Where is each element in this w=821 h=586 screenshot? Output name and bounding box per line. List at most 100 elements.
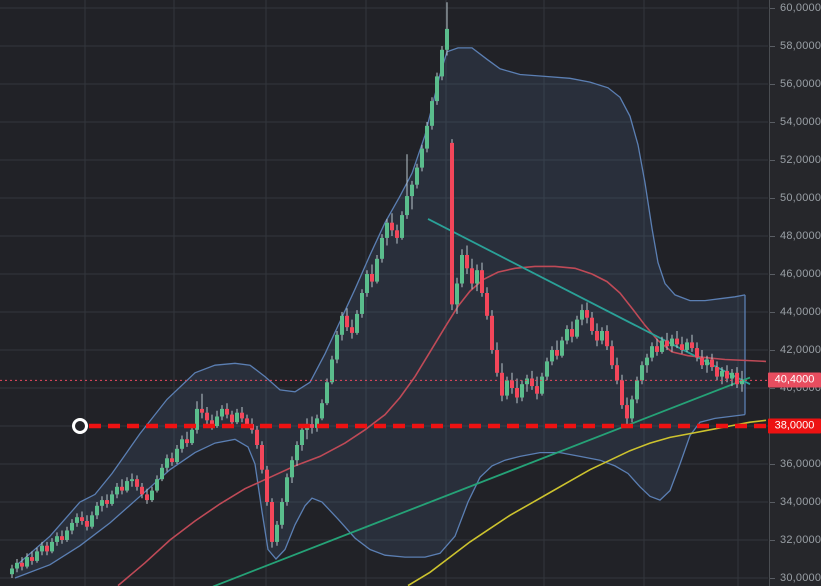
candle[interactable] [445, 28, 449, 50]
candle[interactable] [125, 481, 129, 491]
candle[interactable] [600, 331, 604, 341]
candle[interactable] [115, 486, 119, 495]
candle[interactable] [705, 359, 709, 366]
candle[interactable] [190, 429, 194, 444]
candle[interactable] [515, 388, 519, 398]
candle[interactable] [565, 329, 569, 341]
candle[interactable] [535, 386, 539, 394]
candle[interactable] [670, 338, 674, 347]
candle[interactable] [655, 346, 659, 352]
candle[interactable] [710, 359, 714, 368]
candle[interactable] [60, 536, 64, 540]
candle[interactable] [470, 268, 474, 284]
candle[interactable] [570, 329, 574, 337]
candle[interactable] [475, 270, 479, 284]
candle[interactable] [175, 448, 179, 463]
candle[interactable] [360, 293, 364, 314]
candle[interactable] [690, 342, 694, 349]
candle[interactable] [485, 293, 489, 316]
candle[interactable] [430, 101, 434, 126]
candle[interactable] [525, 378, 529, 385]
candle[interactable] [160, 467, 164, 480]
candle[interactable] [240, 412, 244, 419]
candle[interactable] [365, 274, 369, 293]
candle[interactable] [420, 148, 424, 168]
candle[interactable] [90, 515, 94, 527]
candle[interactable] [315, 418, 319, 428]
candle[interactable] [130, 479, 134, 482]
price-axis[interactable]: 60,0000 58,0000 56,0000 54,0000 52,0000 50,00… [769, 0, 821, 586]
candle[interactable] [395, 230, 399, 238]
candle[interactable] [450, 142, 454, 305]
candle[interactable] [75, 517, 79, 523]
candle[interactable] [460, 255, 464, 284]
candle[interactable] [580, 310, 584, 320]
candle[interactable] [500, 372, 504, 396]
candle[interactable] [235, 412, 239, 423]
candle[interactable] [730, 372, 734, 379]
candle[interactable] [320, 403, 324, 419]
candle[interactable] [310, 424, 314, 428]
candle[interactable] [120, 486, 124, 491]
candle[interactable] [675, 338, 679, 345]
candle[interactable] [295, 445, 299, 461]
candle[interactable] [665, 340, 669, 347]
candle[interactable] [285, 477, 289, 502]
candle[interactable] [380, 237, 384, 259]
candle[interactable] [270, 502, 274, 542]
candle[interactable] [20, 562, 24, 567]
candle[interactable] [40, 545, 44, 552]
candle[interactable] [415, 167, 419, 185]
candle[interactable] [345, 315, 349, 328]
candle[interactable] [230, 414, 234, 423]
candle[interactable] [185, 439, 189, 444]
level-line-handle[interactable] [72, 418, 88, 434]
candle[interactable] [590, 317, 594, 331]
candle[interactable] [260, 445, 264, 470]
candle[interactable] [255, 429, 259, 445]
candle[interactable] [425, 125, 429, 149]
candle[interactable] [455, 283, 459, 305]
candle[interactable] [545, 361, 549, 377]
candle[interactable] [585, 310, 589, 318]
candle[interactable] [440, 49, 444, 77]
candle[interactable] [630, 399, 634, 419]
candle[interactable] [725, 370, 729, 379]
candle[interactable] [55, 536, 59, 542]
candle[interactable] [735, 372, 739, 385]
candle[interactable] [35, 551, 39, 561]
candle[interactable] [275, 524, 279, 542]
candle[interactable] [645, 357, 649, 366]
candle[interactable] [355, 313, 359, 333]
candle[interactable] [520, 384, 524, 398]
candle[interactable] [150, 490, 154, 501]
candle[interactable] [200, 408, 204, 413]
candle[interactable] [680, 344, 684, 350]
candle[interactable] [340, 315, 344, 335]
candle[interactable] [225, 408, 229, 415]
candle[interactable] [65, 530, 69, 541]
candle[interactable] [510, 380, 514, 388]
candle[interactable] [45, 545, 49, 552]
trendline-ascending[interactable] [212, 376, 751, 586]
candle[interactable] [530, 378, 534, 387]
candle[interactable] [220, 408, 224, 417]
candle[interactable] [685, 342, 689, 350]
candle[interactable] [85, 521, 89, 527]
candle[interactable] [140, 486, 144, 495]
candle[interactable] [595, 331, 599, 341]
candle[interactable] [145, 494, 149, 501]
candle[interactable] [405, 196, 409, 216]
candle[interactable] [555, 350, 559, 356]
candle[interactable] [385, 222, 389, 238]
candle[interactable] [495, 350, 499, 373]
candle[interactable] [50, 541, 54, 552]
candle[interactable] [280, 502, 284, 525]
candle[interactable] [70, 522, 74, 531]
candle[interactable] [10, 568, 14, 575]
candle[interactable] [635, 380, 639, 400]
chart-canvas[interactable] [0, 0, 768, 586]
candle[interactable] [135, 479, 139, 487]
candle[interactable] [335, 334, 339, 360]
candle[interactable] [550, 350, 554, 362]
